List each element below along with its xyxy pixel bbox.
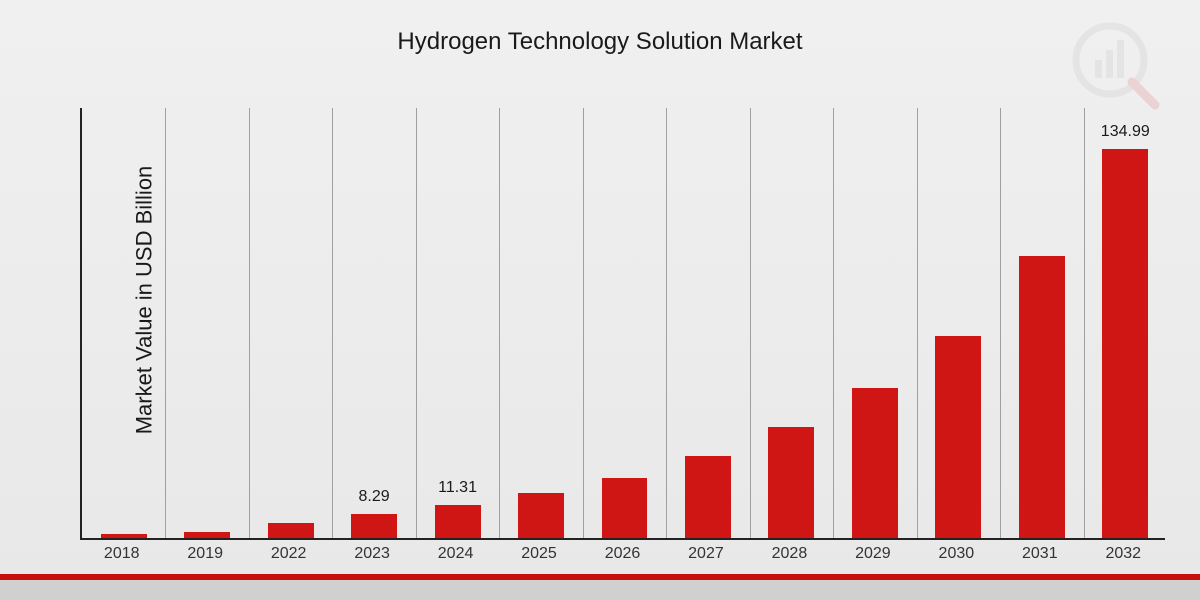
bar-value-label: 134.99 <box>1085 123 1165 141</box>
footer-gray-stripe <box>0 580 1200 600</box>
bar <box>602 478 648 538</box>
chart-title: Hydrogen Technology Solution Market <box>0 28 1200 56</box>
x-tick-label: 2027 <box>688 545 724 563</box>
bar <box>518 493 564 538</box>
bar <box>768 427 814 538</box>
bar-value-label: 11.31 <box>418 479 498 497</box>
watermark-logo-icon <box>1070 20 1160 115</box>
x-tick-label: 2031 <box>1022 545 1058 563</box>
x-tick-label: 2019 <box>187 545 223 563</box>
gridline <box>416 108 417 538</box>
gridline <box>1084 108 1085 538</box>
bar <box>1019 256 1065 538</box>
bar <box>268 523 314 538</box>
bar <box>852 388 898 538</box>
gridline <box>583 108 584 538</box>
bar <box>184 532 230 538</box>
gridline <box>499 108 500 538</box>
bar <box>935 336 981 538</box>
x-tick-label: 2024 <box>438 545 474 563</box>
bar-value-label: 8.29 <box>334 488 414 506</box>
gridline <box>249 108 250 538</box>
bar <box>101 534 147 538</box>
gridline <box>165 108 166 538</box>
x-tick-label: 2032 <box>1105 545 1141 563</box>
gridline <box>332 108 333 538</box>
x-tick-label: 2023 <box>354 545 390 563</box>
bar <box>685 456 731 538</box>
plot-area: 8.2911.31 134.99 <box>80 108 1165 540</box>
x-tick-label: 2025 <box>521 545 557 563</box>
gridline <box>833 108 834 538</box>
gridline <box>666 108 667 538</box>
bar <box>1102 149 1148 538</box>
x-tick-label: 2026 <box>605 545 641 563</box>
bar <box>435 505 481 538</box>
footer-band <box>0 575 1200 600</box>
gridline <box>917 108 918 538</box>
gridline <box>1000 108 1001 538</box>
x-tick-label: 2029 <box>855 545 891 563</box>
x-tick-label: 2030 <box>939 545 975 563</box>
bar <box>351 514 397 538</box>
x-tick-label: 2022 <box>271 545 307 563</box>
x-tick-label: 2018 <box>104 545 140 563</box>
x-tick-label: 2028 <box>772 545 808 563</box>
gridline <box>750 108 751 538</box>
